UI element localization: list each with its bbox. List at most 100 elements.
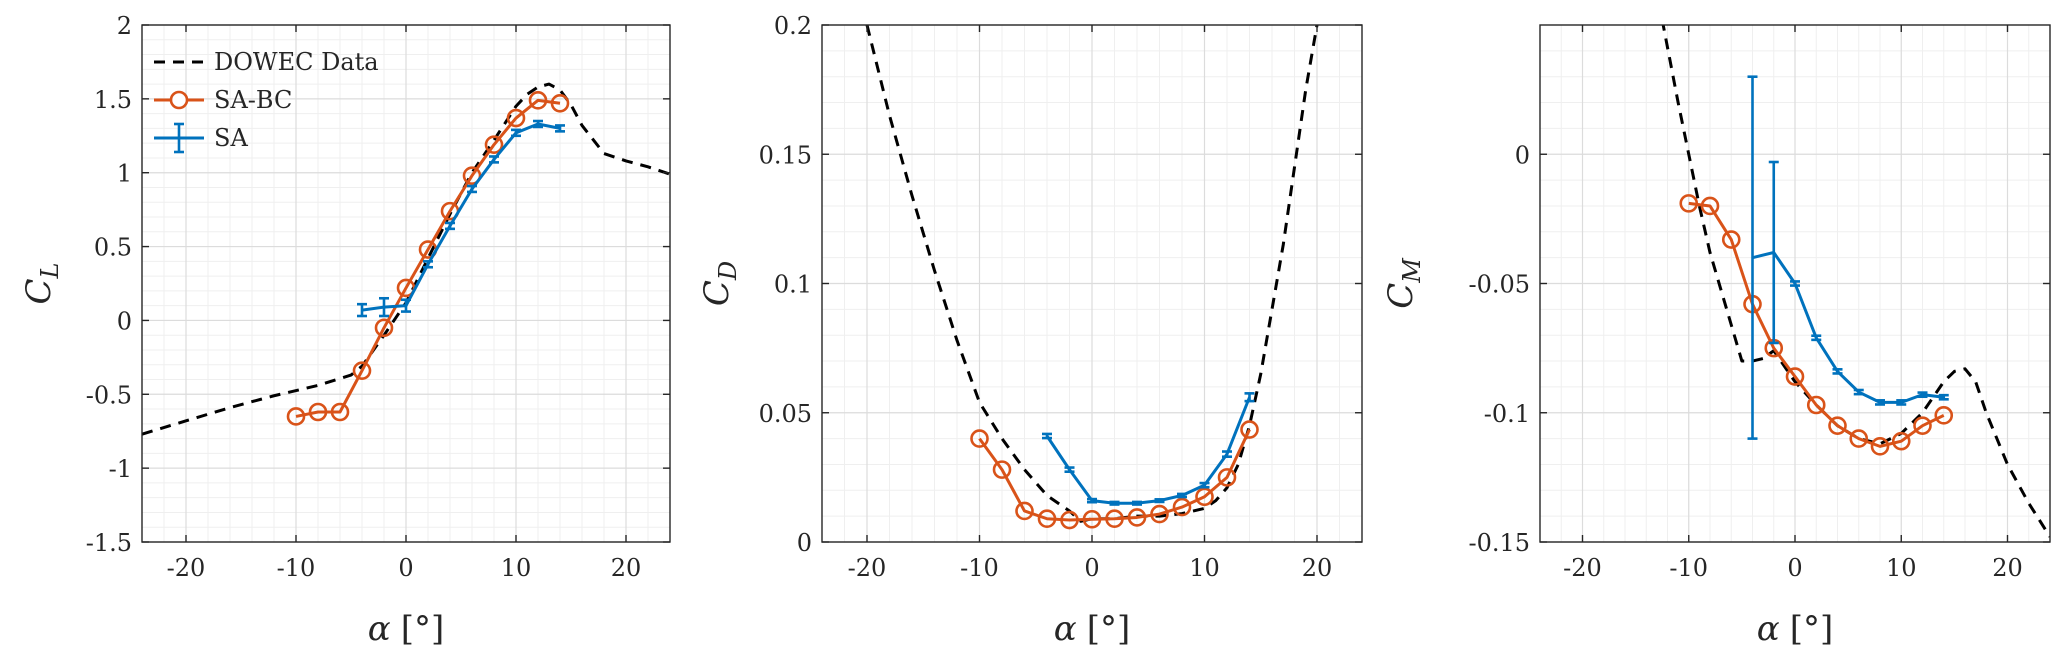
cm-y-tick-label: -0.05 (1468, 271, 1530, 299)
cl-sa-bc-marker (308, 402, 328, 422)
cd-sa-bc-line (978, 428, 1251, 522)
cm-y-axis-subscript: M (1398, 257, 1426, 284)
cl-x-axis-unit: [°] (401, 609, 445, 649)
cd-panel: -20 -10 0 10 20 0 0.05 0.1 0.15 0.2 α [°] CD (697, 12, 1363, 649)
cl-y-tick-label: -1 (109, 455, 132, 483)
cl-sa-bc-marker (484, 135, 504, 154)
cm-x-axis-symbol: α (1757, 609, 1780, 649)
cd-x-tick-label: 10 (1189, 554, 1220, 582)
cd-x-axis-unit: [°] (1087, 609, 1131, 649)
cd-sa-bc-marker (1150, 504, 1169, 524)
cm-y-tick-label: -0.15 (1468, 529, 1530, 557)
cm-sa-bc-marker (1721, 230, 1741, 249)
cl-y-axis-symbol: C (19, 278, 59, 304)
cl-x-tick-label: -10 (277, 554, 316, 582)
cm-sa-bc-marker (1828, 416, 1847, 435)
cl-y-tick-label: -0.5 (86, 381, 132, 409)
cl-sa-bc-marker (506, 108, 526, 128)
cm-dowec-line (1661, 25, 2050, 538)
cd-y-axis-label: CD (697, 261, 742, 306)
cl-y-axis-subscript: L (36, 263, 64, 280)
cd-sa-bc-marker (1060, 510, 1079, 530)
cl-y-tick-label: -1.5 (86, 529, 132, 557)
cd-sa-bc-marker (1172, 497, 1192, 517)
cd-sa-bc-marker (1037, 509, 1057, 529)
cl-y-tick-label: 0.5 (94, 234, 132, 262)
cd-x-tick-label: 0 (1084, 554, 1099, 582)
cm-sa-bc-marker (1806, 395, 1826, 415)
cm-sa-bc-marker (1785, 367, 1805, 386)
cm-series-group (1661, 25, 2050, 538)
cm-sa-bc-marker (1891, 431, 1911, 451)
cl-sa-bc-marker (550, 93, 570, 113)
cl-sa-line (361, 122, 561, 312)
cm-x-tick-label: -10 (1669, 554, 1708, 582)
cl-series-group (142, 82, 670, 436)
cd-x-axis-label: α [°] (1054, 609, 1131, 649)
cd-y-axis-symbol: C (697, 280, 737, 306)
cd-sa-bc-marker (1217, 468, 1237, 487)
cd-sa-bc-marker (1195, 487, 1214, 507)
cd-sa-bc-marker (1240, 420, 1259, 439)
cm-sa-bc-marker (1700, 196, 1720, 216)
cd-y-tick-label: 0.2 (774, 12, 812, 40)
cl-sa-bc-marker (330, 402, 350, 422)
cd-y-tick-label: 0.05 (759, 400, 812, 428)
cm-sa-bc-marker (1913, 416, 1932, 435)
cd-sa-bc-marker (1127, 508, 1147, 527)
cm-y-axis-symbol: C (1381, 283, 1421, 309)
cd-x-tick-label: -10 (960, 554, 999, 582)
cd-x-tick-label: 20 (1302, 554, 1333, 582)
cl-y-tick-label: 0 (117, 307, 132, 335)
cd-y-tick-label: 0.1 (774, 271, 812, 299)
cl-x-tick-label: 20 (611, 554, 642, 582)
cd-y-axis-subscript: D (714, 261, 742, 281)
cm-y-tick-label: 0 (1515, 141, 1530, 169)
cl-y-axis-label: CL (19, 263, 64, 305)
cl-sa-bc-marker (352, 361, 372, 380)
cd-y-tick-label: 0 (797, 529, 812, 557)
cd-sa-bc-marker (992, 460, 1012, 479)
cd-sa-bc-marker (1015, 501, 1034, 521)
legend-label-sa: SA (214, 124, 248, 152)
cm-x-tick-label: -20 (1563, 554, 1602, 582)
cl-panel: -20 -10 0 10 20 -1.5 -1 -0.5 0 0.5 1 1.5 2 α [°] CL DOWE… (19, 12, 671, 649)
cd-y-tick-label: 0.15 (759, 141, 812, 169)
cd-sa-bc-marker (1105, 509, 1124, 529)
legend-marker-sa-bc (169, 90, 189, 110)
cl-grid (141, 24, 671, 543)
cd-series-group (865, 25, 1319, 530)
cl-y-tick-label: 1 (117, 160, 132, 188)
cl-sa-bc-marker (528, 91, 548, 110)
cm-sa-bc-marker (1934, 406, 1954, 425)
legend-label-dowec: DOWEC Data (214, 48, 379, 76)
cm-sa-bc-line (1688, 201, 1945, 448)
cl-y-tick-label: 1.5 (94, 86, 132, 114)
legend: DOWEC Data SA-BC SA (154, 48, 379, 154)
cd-sa-line (1045, 396, 1251, 505)
cl-sa-bc-line (295, 98, 561, 418)
cm-sa-bc-marker (1849, 429, 1869, 448)
cl-x-tick-label: -20 (167, 554, 206, 582)
cl-x-axis-symbol: α (368, 609, 391, 649)
cl-sa-bc-marker (286, 407, 306, 426)
cl-sa-bc-marker (462, 166, 482, 185)
cm-x-tick-label: 0 (1787, 554, 1802, 582)
cd-grid (821, 24, 1363, 543)
cl-y-tick-label: 2 (117, 12, 132, 40)
cm-sa-bc-marker (1870, 437, 1890, 456)
cd-sa-bc-marker (970, 429, 989, 448)
cd-x-tick-label: -20 (848, 554, 887, 582)
legend-label-sa-bc: SA-BC (214, 86, 292, 114)
cm-x-tick-label: 10 (1886, 554, 1917, 582)
cl-x-tick-label: 10 (501, 554, 532, 582)
cm-y-axis-label: CM (1381, 257, 1426, 309)
cm-x-axis-label: α [°] (1757, 609, 1834, 649)
cl-dowec-line (142, 82, 670, 436)
cd-x-axis-symbol: α (1054, 609, 1077, 649)
cm-x-tick-label: 20 (1992, 554, 2023, 582)
cl-x-axis-label: α [°] (368, 609, 445, 649)
cl-sa-bc-marker (374, 318, 394, 338)
